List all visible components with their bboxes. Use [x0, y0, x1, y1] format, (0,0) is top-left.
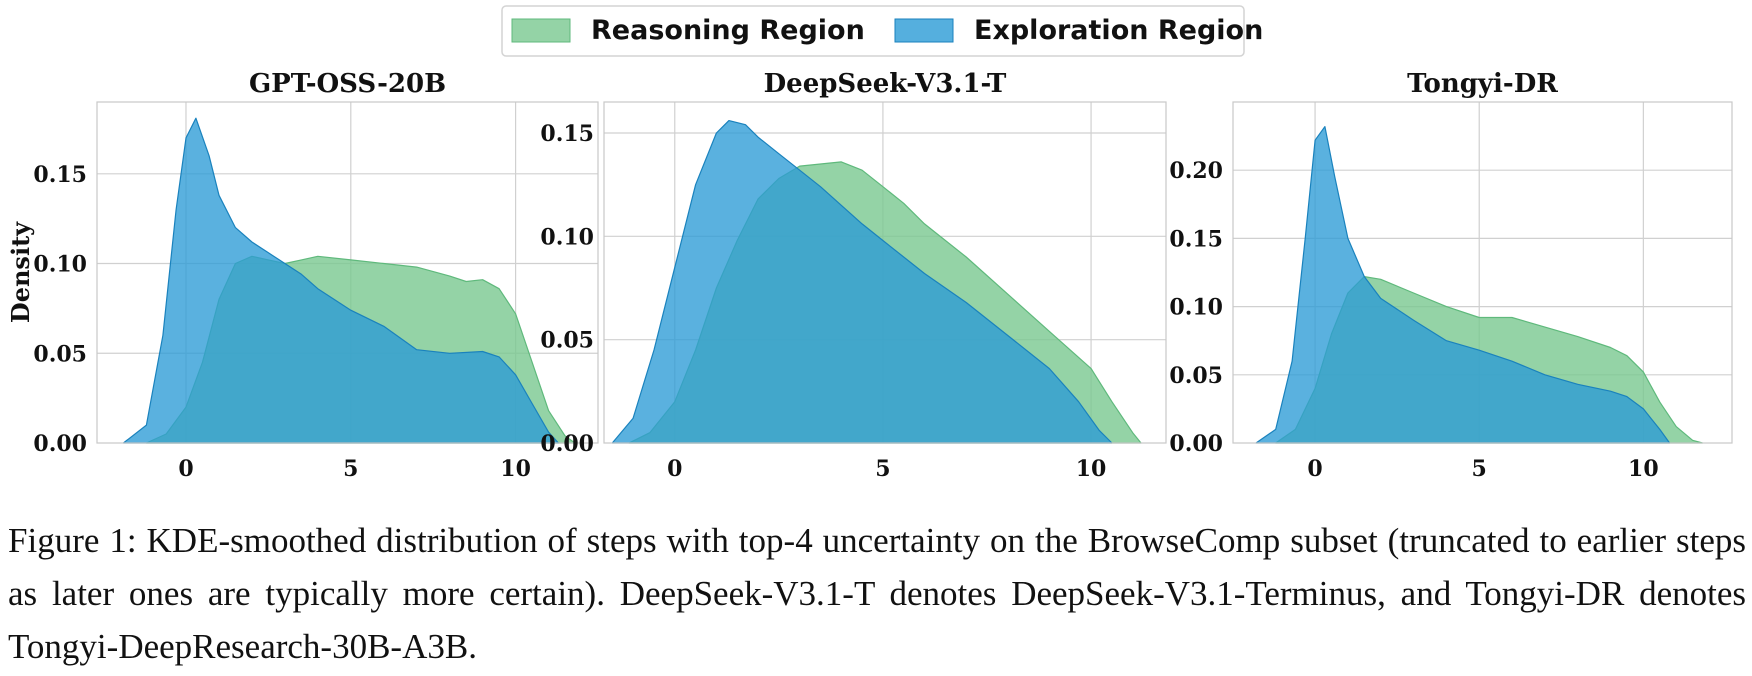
- y-tick-label: 0.05: [540, 328, 594, 354]
- y-tick-label: 0.00: [540, 431, 594, 457]
- y-tick-label: 0.15: [1169, 226, 1223, 252]
- y-tick-label: 0.05: [33, 341, 87, 367]
- panel-title: GPT-OSS-20B: [249, 69, 446, 99]
- panel-3: Tongyi-DR 0 5 10 0.00 0.05 0.10 0.15 0.20: [1169, 69, 1733, 482]
- y-axis-label: Density: [6, 221, 35, 323]
- panel-2: DeepSeek-V3.1-T 0 5 10 0.00 0.05 0.10 0.15: [540, 69, 1167, 482]
- x-tick-label: 10: [1076, 456, 1107, 482]
- panel-title: Tongyi-DR: [1407, 69, 1558, 99]
- legend-label-reasoning: Reasoning Region: [591, 15, 865, 46]
- figure-caption: Figure 1: KDE-smoothed distribution of s…: [8, 521, 1746, 666]
- axes-frame: [96, 101, 599, 444]
- legend: Reasoning Region Exploration Region: [501, 5, 1263, 57]
- x-tick-label: 0: [667, 456, 682, 482]
- y-tick-label: 0.15: [33, 162, 87, 188]
- axes-frame: [603, 101, 1167, 444]
- y-tick-label: 0.10: [1169, 295, 1223, 321]
- y-tick-label: 0.20: [1169, 158, 1223, 184]
- y-tick-label: 0.00: [33, 431, 87, 457]
- x-tick-label: 5: [1472, 456, 1487, 482]
- y-tick-label: 0.15: [540, 121, 594, 147]
- x-tick-label: 0: [1307, 456, 1322, 482]
- x-tick-label: 5: [875, 456, 890, 482]
- y-tick-label: 0.05: [1169, 363, 1223, 389]
- exploration-density-area: [611, 120, 1113, 444]
- legend-frame: [501, 5, 1245, 57]
- axes-frame: [1232, 101, 1733, 444]
- y-tick-label: 0.10: [33, 252, 87, 278]
- x-tick-label: 5: [343, 456, 358, 482]
- legend-swatch-reasoning: [511, 18, 571, 43]
- exploration-density-area: [122, 117, 559, 444]
- legend-swatch-exploration: [894, 18, 954, 43]
- legend-label-exploration: Exploration Region: [974, 15, 1263, 46]
- chart-panels: GPT-OSS-20B 0 5 10 0.00 0.05 0.10 0.15 Density De…: [6, 69, 1733, 482]
- y-tick-label: 0.10: [540, 224, 594, 250]
- exploration-density-area: [1255, 126, 1671, 444]
- panel-1: GPT-OSS-20B 0 5 10 0.00 0.05 0.10 0.15 Density: [6, 69, 599, 482]
- y-tick-label: 0.00: [1169, 431, 1223, 457]
- x-tick-label: 10: [500, 456, 531, 482]
- x-tick-label: 0: [178, 456, 193, 482]
- x-tick-label: 10: [1628, 456, 1659, 482]
- panel-title: DeepSeek-V3.1-T: [764, 69, 1007, 99]
